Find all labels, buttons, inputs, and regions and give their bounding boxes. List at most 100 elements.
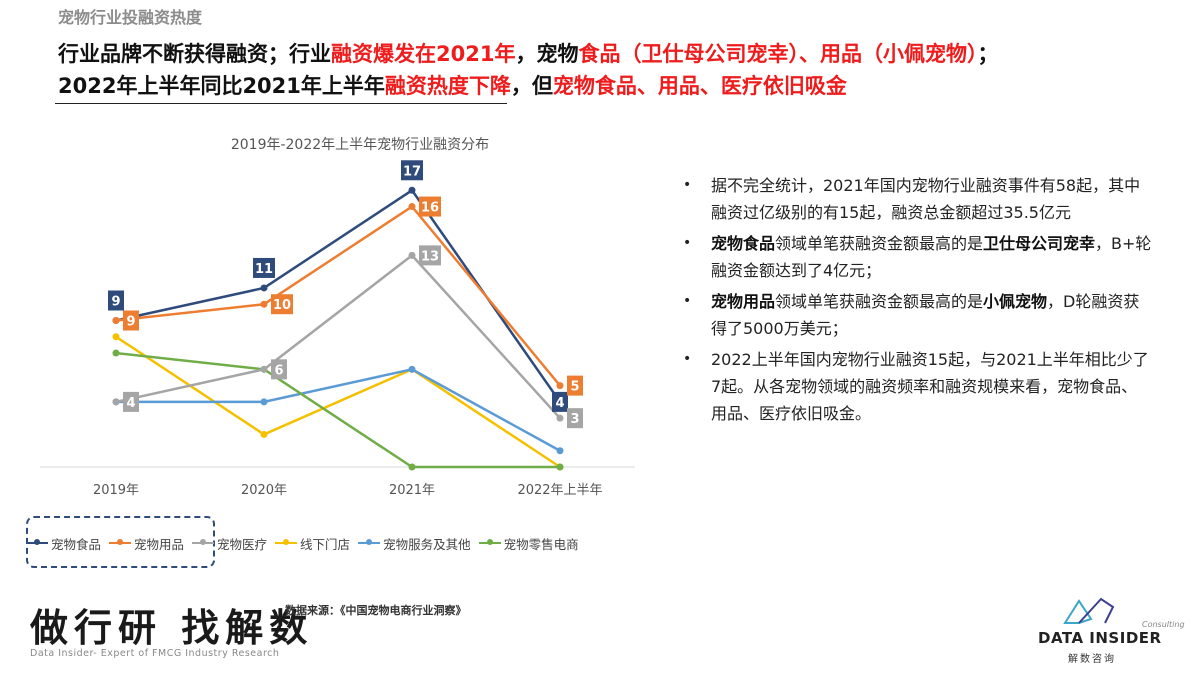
data-point (408, 203, 416, 211)
logo-chinese-name: 解数咨询 (1068, 654, 1116, 665)
data-point (408, 251, 416, 259)
headline-line-2-segment: 融资热度下降 (384, 74, 511, 98)
headline-line-1: 行业品牌不断获得融资；行业融资爆发在2021年，宠物食品（卫仕母公司宠幸）、用品… (58, 38, 1188, 70)
x-tick-label: 2019年 (93, 483, 139, 498)
data-label: 17 (403, 164, 421, 179)
insight-bullets: • 据不完全统计，2021年国内宠物行业融资事件有58起，其中融资过亿级别的有15… (683, 172, 1153, 431)
data-point (408, 186, 416, 194)
bullet-item: • 据不完全统计，2021年国内宠物行业融资事件有58起，其中融资过亿级别的有15… (683, 172, 1153, 226)
headline-line-2-segment: ，但 (510, 74, 553, 98)
legend-swatch-icon (109, 539, 132, 545)
series-line (115, 189, 562, 403)
bullet-dot: • (683, 351, 692, 367)
legend-swatch-icon (478, 539, 501, 545)
legend-label: 宠物医疗 (217, 536, 268, 552)
data-label-box (253, 257, 275, 278)
data-source: 数据来源：《中国宠物电商行业洞察》 (285, 604, 467, 617)
data-label: 4 (555, 396, 564, 411)
data-label: 11 (255, 262, 273, 277)
data-point (112, 317, 120, 324)
chart-legend: 宠物食品 宠物用品 宠物医疗 线下门店 宠物服务及其他 宠物零售电商 (26, 533, 587, 553)
headline-line-2: 2022年上半年同比2021年上半年融资热度下降，但宠物食品、用品、医疗依旧吸金 (58, 70, 1188, 102)
legend-label: 宠物零售电商 (503, 536, 579, 552)
data-label: 16 (421, 201, 439, 216)
legend-swatch-icon (275, 539, 298, 545)
headline-line-1-segment: 食品（卫仕母公司宠幸）、用品（小佩宠物） (578, 42, 978, 66)
data-label: 6 (274, 363, 283, 378)
data-point (112, 398, 120, 406)
legend-swatch-icon (358, 539, 381, 545)
data-label: 5 (570, 380, 579, 395)
data-label-box (567, 408, 583, 429)
x-tick-label: 2020年 (241, 483, 287, 498)
data-label-box (123, 310, 139, 331)
data-point (556, 447, 564, 455)
legend-label: 宠物服务及其他 (383, 536, 471, 552)
bullet-text: 宠物食品领域单笔获融资金额最高的是卫仕母公司宠幸，B+轮融资金额达到了4亿元； (711, 234, 1152, 280)
data-label-box (552, 391, 568, 412)
section-label: 宠物行业投融资热度 (58, 8, 203, 27)
data-point (408, 365, 416, 373)
headline-line-1-segment: ，宠物 (515, 42, 579, 66)
logo-name: DATA INSIDER (1038, 629, 1162, 647)
bullet-dot: • (683, 293, 692, 309)
series-line (115, 254, 561, 420)
series-line (115, 351, 560, 469)
headline: 行业品牌不断获得融资；行业融资爆发在2021年，宠物食品（卫仕母公司宠幸）、用品… (58, 38, 1188, 102)
data-label-box (123, 391, 139, 412)
legend-item: 线下门店 (275, 534, 350, 553)
x-tick-label: 2022年上半年 (517, 483, 602, 498)
data-point (260, 284, 268, 292)
data-insider-logo-icon (1063, 597, 1115, 624)
data-label-box (108, 290, 124, 311)
data-point (260, 430, 268, 438)
data-label-box (419, 245, 441, 266)
bullet-text: 宠物用品领域单笔获融资金额最高的是小佩宠物，D轮融资获得了5000万美元； (711, 292, 1140, 338)
legend-item: 宠物零售电商 (478, 534, 579, 553)
legend-item: 宠物用品 (109, 534, 184, 553)
bullet-item: • 宠物食品领域单笔获融资金额最高的是卫仕母公司宠幸，B+轮融资金额达到了4亿元； (683, 230, 1153, 284)
data-label-box (271, 359, 287, 380)
brand-slogan: 做行研 找解数 (30, 605, 314, 650)
data-point (260, 365, 268, 373)
data-point (260, 300, 268, 308)
bullet-dot: • (683, 177, 692, 193)
data-point (112, 333, 120, 341)
legend-label: 线下门店 (300, 536, 351, 552)
headline-line-1-segment: ； (977, 42, 999, 66)
headline-line-2-segment: 2022年上半年同比2021年上半年 (58, 74, 385, 98)
headline-line-1-segment: 行业品牌不断获得融资；行业 (58, 42, 331, 66)
headline-underline (55, 103, 507, 104)
x-tick-label: 2021年 (389, 483, 435, 498)
legend-swatch-icon (26, 539, 48, 545)
bullet-text: 据不完全统计，2021年国内宠物行业融资事件有58起，其中融资过亿级别的有15起… (711, 176, 1141, 222)
data-label: 13 (421, 249, 439, 264)
data-point (112, 349, 120, 357)
data-label: 4 (126, 396, 135, 411)
data-point (260, 398, 268, 406)
legend-label: 宠物用品 (134, 536, 185, 552)
headline-line-1-segment: 融资爆发在2021年 (331, 42, 516, 66)
series-line (116, 368, 561, 452)
legend-item: 宠物医疗 (192, 534, 267, 553)
data-point (556, 463, 564, 471)
data-point (556, 414, 564, 422)
bullet-text: 2022上半年国内宠物行业融资15起，与2021上半年相比少了7起。从各宠物领域… (711, 350, 1149, 423)
data-label-box (419, 196, 441, 217)
bullet-item: • 宠物用品领域单笔获融资金额最高的是小佩宠物，D轮融资获得了5000万美元； (683, 288, 1153, 342)
bullet-item: • 2022上半年国内宠物行业融资15起，与2021上半年相比少了7起。从各宠物领… (683, 346, 1153, 427)
data-point (408, 463, 416, 471)
logo-consulting-text: Consulting (1142, 620, 1185, 629)
legend-item: 宠物食品 (26, 534, 101, 553)
data-label-box (401, 160, 423, 181)
chart-title: 2019年-2022年上半年宠物行业融资分布 (230, 137, 490, 153)
legend-item: 宠物服务及其他 (358, 534, 471, 553)
data-label: 10 (273, 298, 291, 313)
data-point (556, 382, 564, 390)
data-label-box (567, 375, 583, 396)
data-label-box (271, 294, 293, 315)
headline-line-2-segment: 宠物食品、用品、医疗依旧吸金 (552, 74, 847, 98)
data-label: 3 (570, 412, 579, 427)
brand-slogan-sub: Data Insider- Expert of FMCG Industry Re… (30, 648, 280, 659)
